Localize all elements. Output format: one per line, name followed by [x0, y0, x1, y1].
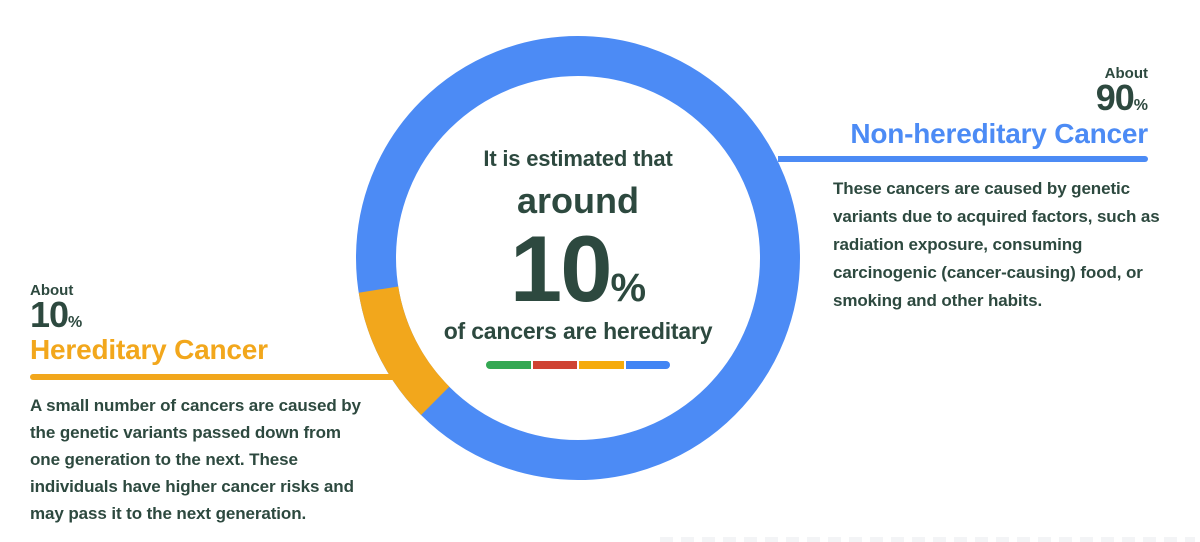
donut-center-text: It is estimated that around 10% of cance…	[398, 146, 758, 370]
hereditary-percent-value: 10	[30, 294, 69, 335]
center-percent-sign: %	[610, 266, 647, 310]
center-estimate-line: It is estimated that	[483, 146, 673, 171]
hereditary-title: Hereditary Cancer	[30, 334, 268, 365]
legend-bar	[486, 361, 670, 370]
donut-segment-hereditary	[358, 286, 450, 415]
non-hereditary-percent-sign: %	[1133, 97, 1148, 114]
center-around-line: around	[517, 180, 639, 221]
hereditary-percent-sign: %	[68, 314, 83, 331]
donut-chart	[356, 36, 800, 480]
legend-segment-red	[532, 361, 577, 370]
non-hereditary-connector-line	[778, 156, 1148, 162]
non-hereditary-about-label: About	[1104, 65, 1148, 82]
center-value: 10	[509, 216, 613, 321]
legend-segment-green	[486, 361, 531, 370]
hereditary-about-label: About	[30, 282, 74, 299]
non-hereditary-percent-value: 90	[1095, 77, 1135, 118]
hereditary-connector-line	[30, 374, 402, 380]
non-hereditary-percent: 90%	[1096, 80, 1148, 116]
center-value-row: 10%	[398, 222, 758, 316]
hereditary-percent: 10%	[30, 297, 82, 333]
center-caption: of cancers are hereditary	[443, 318, 713, 345]
donut-ring-nonhereditary	[356, 36, 800, 480]
non-hereditary-description: These cancers are caused by genetic vari…	[833, 179, 1160, 310]
legend-segment-yellow	[579, 361, 624, 370]
non-hereditary-title: Non-hereditary Cancer	[850, 118, 1148, 149]
legend-segment-blue	[625, 361, 670, 370]
cropped-text-artifact	[660, 537, 1195, 542]
hereditary-description: A small number of cancers are caused by …	[30, 396, 361, 523]
